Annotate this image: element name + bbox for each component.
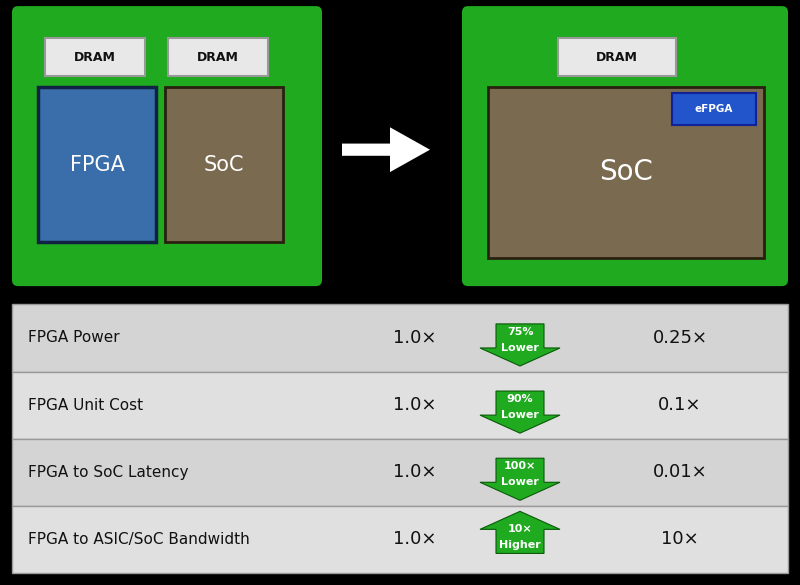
Text: 0.25×: 0.25× [653, 329, 707, 347]
Text: 0.01×: 0.01× [653, 463, 707, 481]
Polygon shape [342, 128, 430, 172]
Text: DRAM: DRAM [197, 50, 239, 64]
Polygon shape [480, 458, 560, 500]
Bar [45, 37, 145, 77]
Text: 10×: 10× [661, 531, 699, 548]
Bar [165, 87, 283, 242]
Text: 1.0×: 1.0× [394, 531, 437, 548]
FancyBboxPatch shape [462, 6, 788, 286]
Text: 0.1×: 0.1× [658, 396, 702, 414]
Text: SoC: SoC [204, 155, 244, 175]
Text: 75%: 75% [506, 327, 534, 337]
Text: 1.0×: 1.0× [394, 463, 437, 481]
Text: 100×: 100× [504, 461, 536, 472]
Text: DRAM: DRAM [596, 50, 638, 64]
Text: Lower: Lower [501, 410, 539, 420]
Bar [168, 37, 268, 77]
Text: 1.0×: 1.0× [394, 329, 437, 347]
Text: DRAM: DRAM [74, 50, 116, 64]
Text: Lower: Lower [501, 343, 539, 353]
FancyBboxPatch shape [12, 6, 322, 286]
Text: FPGA Power: FPGA Power [28, 331, 120, 345]
Bar [672, 92, 756, 125]
Text: Higher: Higher [499, 541, 541, 550]
Bar [12, 304, 788, 371]
Polygon shape [480, 324, 560, 366]
Polygon shape [480, 511, 560, 553]
Text: FPGA Unit Cost: FPGA Unit Cost [28, 398, 143, 412]
Bar [12, 506, 788, 573]
Text: FPGA to SoC Latency: FPGA to SoC Latency [28, 464, 189, 480]
Bar [38, 87, 156, 242]
Text: FPGA: FPGA [70, 155, 125, 175]
Text: eFPGA: eFPGA [695, 104, 733, 114]
Bar [12, 371, 788, 439]
Bar [558, 37, 676, 77]
Text: 1.0×: 1.0× [394, 396, 437, 414]
Text: SoC: SoC [599, 158, 653, 186]
Bar [488, 87, 764, 257]
Text: 90%: 90% [506, 394, 534, 404]
Text: Lower: Lower [501, 477, 539, 487]
Bar [12, 439, 788, 506]
Text: 10×: 10× [508, 524, 532, 534]
Text: FPGA to ASIC/SoC Bandwidth: FPGA to ASIC/SoC Bandwidth [28, 532, 250, 547]
Polygon shape [480, 391, 560, 433]
